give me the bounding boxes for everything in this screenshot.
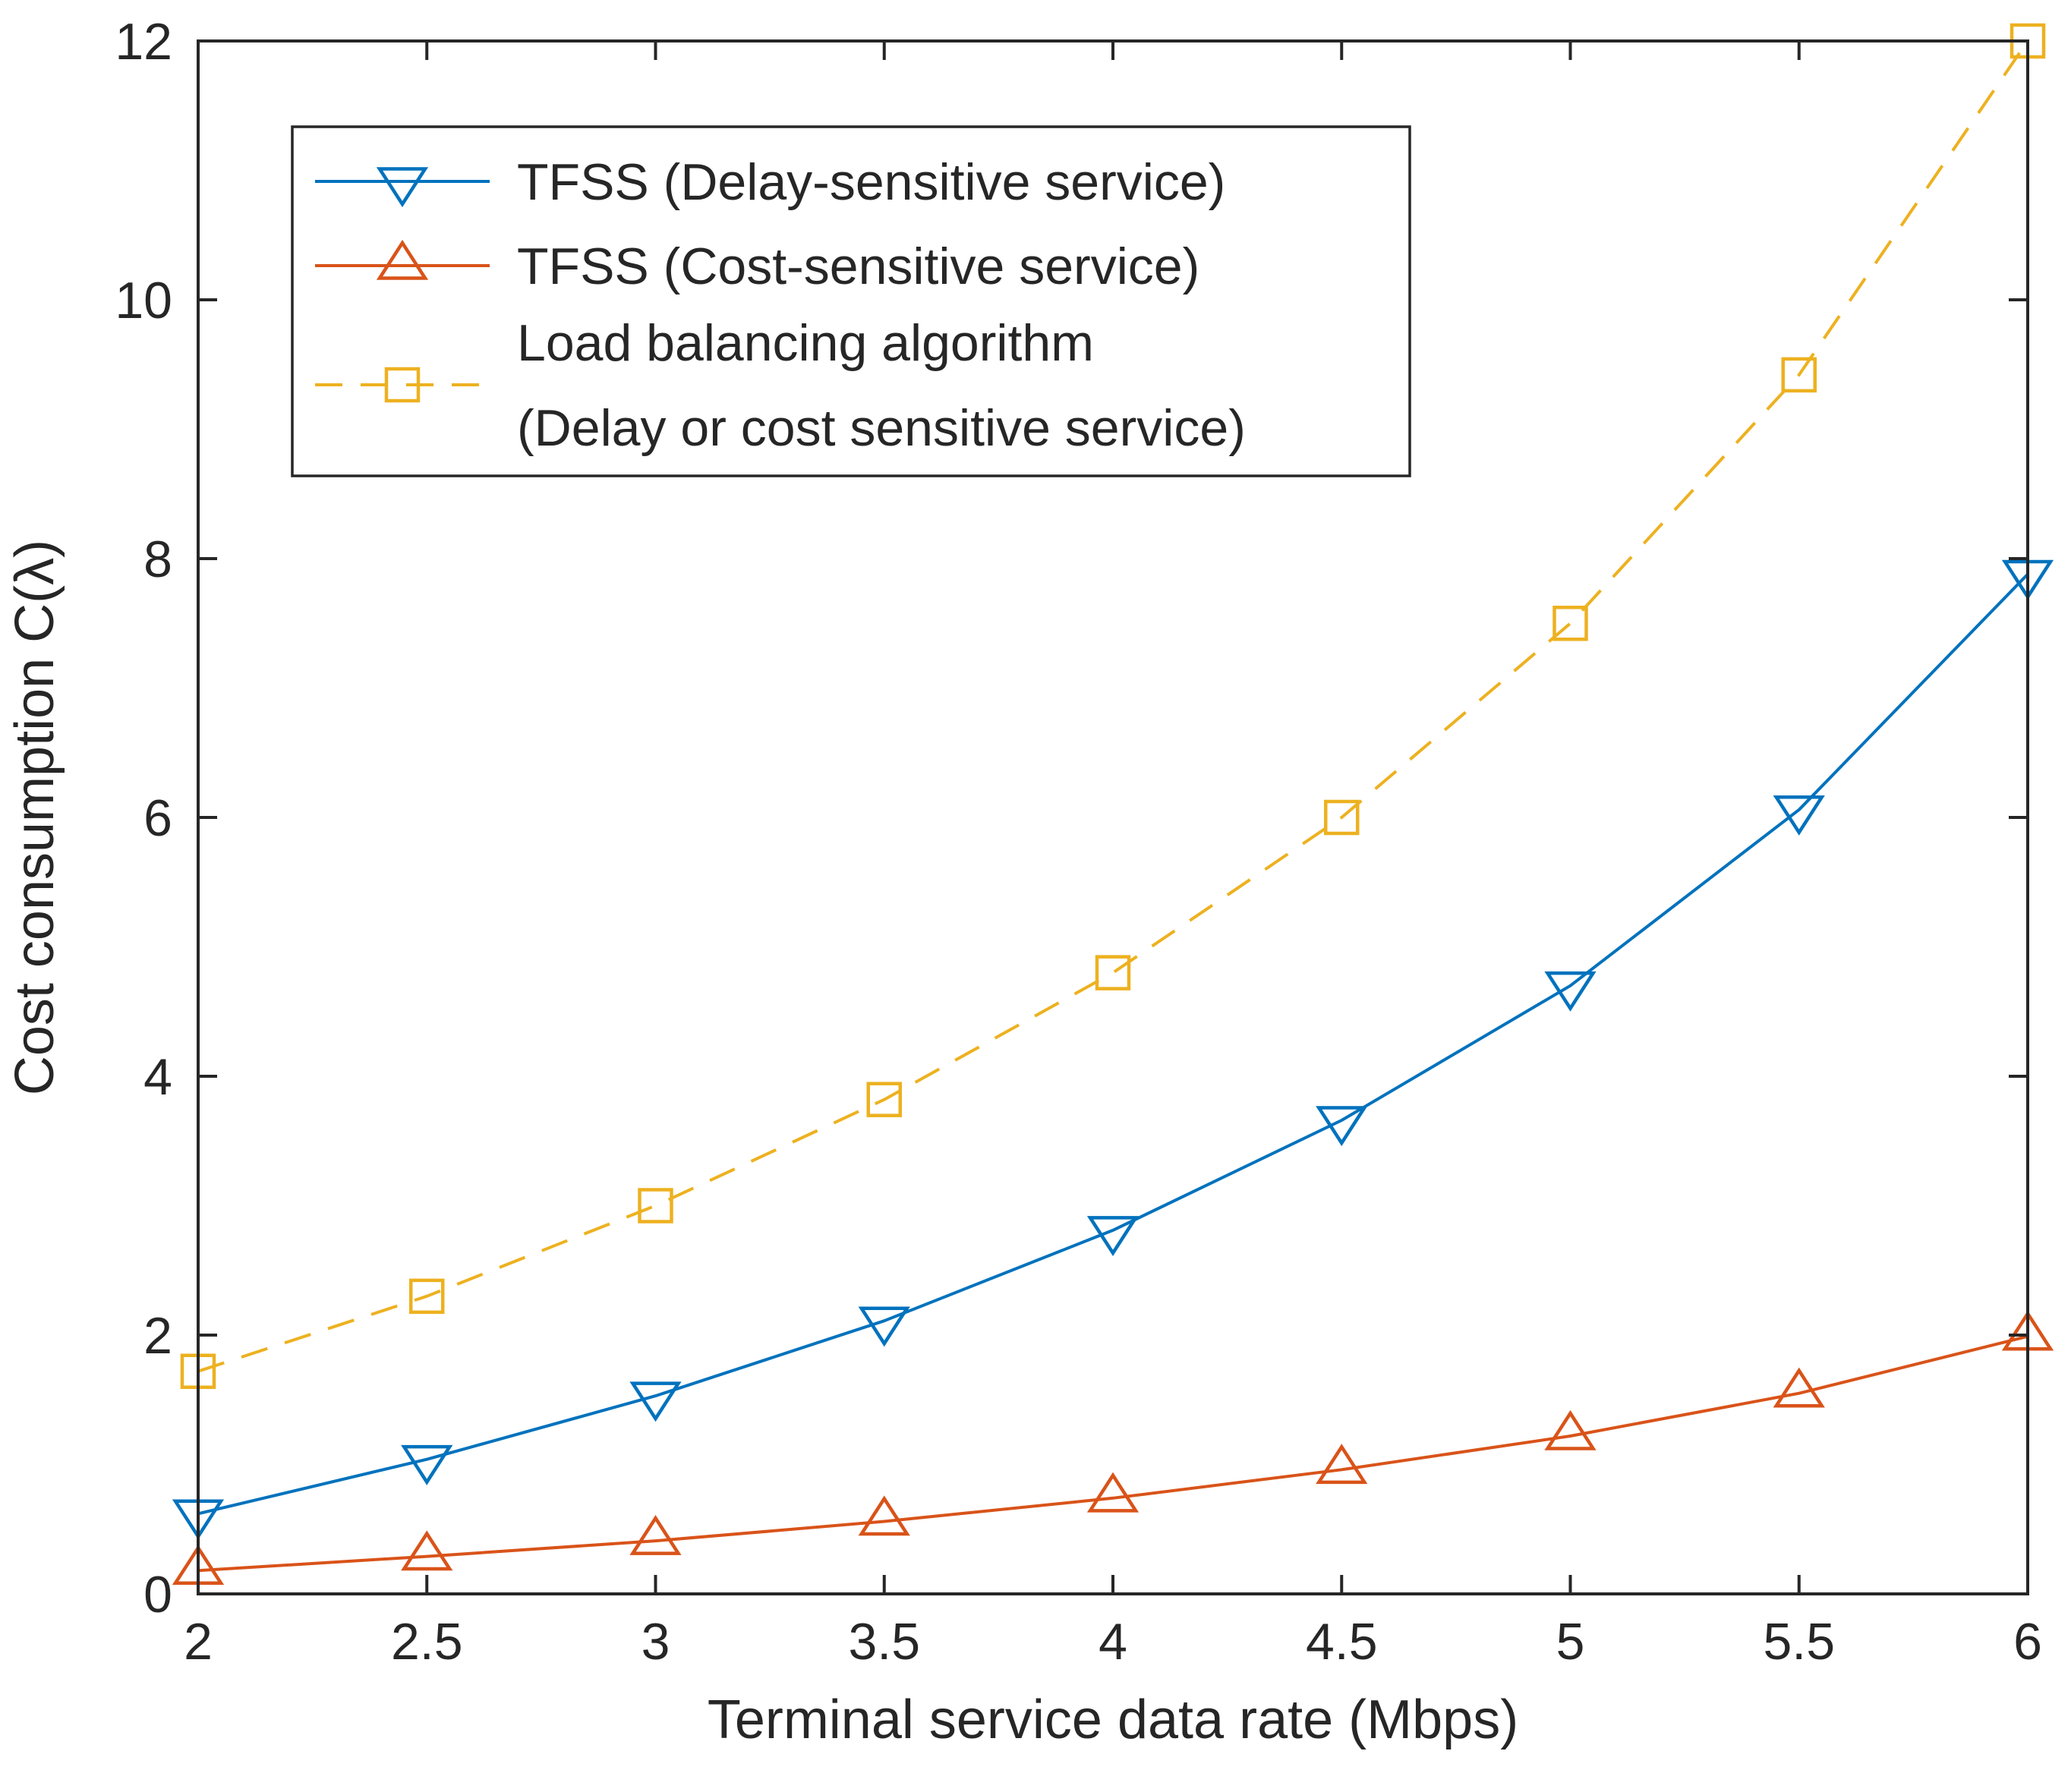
legend-label: TFSS (Cost-sensitive service) <box>517 238 1199 295</box>
legend: TFSS (Delay-sensitive service) TFSS (Cost… <box>291 125 1411 477</box>
series-line <box>197 573 2029 1516</box>
legend-label: (Delay or cost sensitive service) <box>517 399 1246 457</box>
square-marker <box>384 367 421 403</box>
series-2 <box>172 1310 2054 1586</box>
series-line <box>197 1334 2028 1573</box>
y-tick-label: 6 <box>143 789 172 847</box>
y-tick-label: 0 <box>143 1566 172 1624</box>
square-marker <box>1324 799 1360 836</box>
x-tick-label: 2.5 <box>391 1613 463 1671</box>
triangle-up-marker <box>1773 1367 1825 1408</box>
y-tick-label: 10 <box>115 272 172 329</box>
y-tick-label: 12 <box>115 13 172 71</box>
triangle-down-marker <box>858 1306 910 1347</box>
legend-entry-3: Load balancing algorithm (Delay or cost s… <box>315 314 1246 457</box>
triangle-down-marker <box>629 1381 682 1422</box>
legend-label: TFSS (Delay-sensitive service) <box>517 153 1225 211</box>
square-marker <box>1095 955 1131 990</box>
series-1 <box>172 559 2054 1540</box>
triangle-up-marker <box>858 1495 910 1536</box>
triangle-down-marker <box>1086 1216 1140 1257</box>
square-marker <box>638 1188 673 1224</box>
triangle-up-marker <box>1086 1472 1140 1513</box>
legend-label: Load balancing algorithm <box>517 314 1094 372</box>
y-tick-label: 8 <box>143 531 172 588</box>
legend-entry-1: TFSS (Delay-sensitive service) <box>315 153 1225 211</box>
x-tick-label: 3.5 <box>848 1613 920 1671</box>
y-tick-label: 2 <box>143 1307 172 1365</box>
square-marker <box>1781 357 1817 393</box>
triangle-down-marker <box>1773 795 1825 836</box>
x-tick-label: 4 <box>1099 1613 1127 1671</box>
x-tick-label: 5 <box>1556 1613 1585 1671</box>
plot-area <box>172 23 2054 1586</box>
y-axis-title: Cost consumption C(λ) <box>5 540 65 1095</box>
triangle-down-marker <box>376 167 429 208</box>
triangle-up-marker <box>1316 1444 1368 1485</box>
x-tick-label: 3 <box>641 1613 670 1671</box>
x-axis-title: Terminal service data rate (Mbps) <box>708 1690 1518 1750</box>
x-tick-label: 5.5 <box>1763 1613 1835 1671</box>
y-tick-label: 4 <box>143 1048 172 1106</box>
x-tick-label: 6 <box>2013 1613 2042 1671</box>
triangle-up-marker <box>401 1530 453 1571</box>
square-marker <box>409 1278 445 1315</box>
triangle-down-marker <box>1316 1106 1368 1147</box>
legend-box <box>291 125 1411 477</box>
legend-entry-2: TFSS (Cost-sensitive service) <box>315 238 1199 295</box>
triangle-down-marker <box>401 1444 453 1485</box>
triangle-down-marker <box>1544 971 1597 1012</box>
triangle-up-marker <box>1544 1409 1597 1450</box>
triangle-up-marker <box>376 239 429 280</box>
square-marker <box>866 1082 902 1117</box>
x-tick-label: 2 <box>184 1613 213 1671</box>
square-marker <box>1552 606 1588 641</box>
triangle-up-marker <box>629 1514 682 1555</box>
series-line <box>197 39 2029 1373</box>
x-tick-label: 4.5 <box>1306 1613 1378 1671</box>
